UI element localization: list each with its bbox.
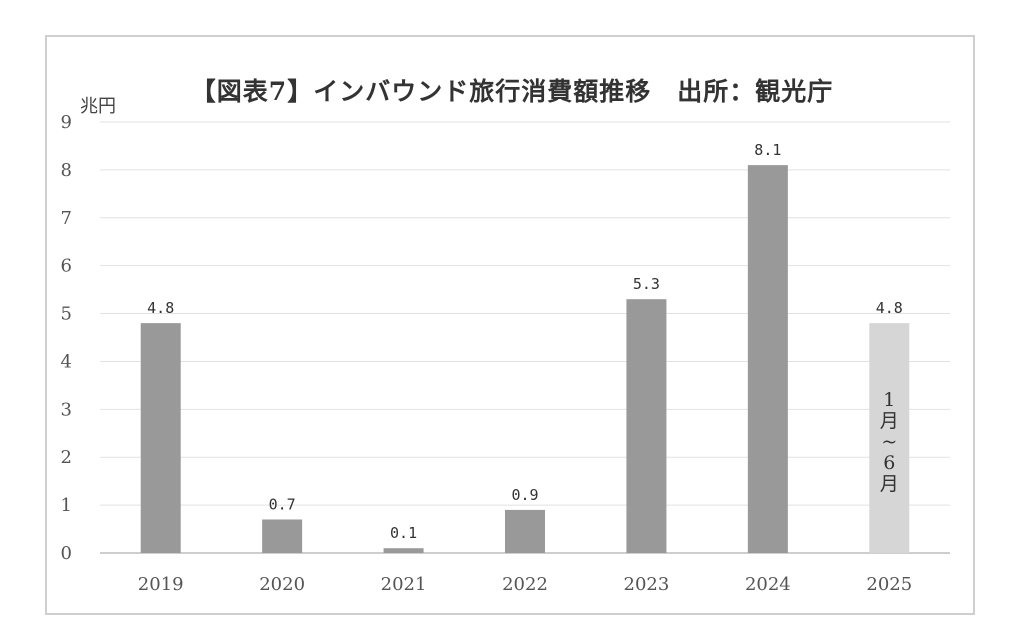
data-label: 0.7 <box>269 495 296 513</box>
annotation-char: 月 <box>879 410 899 433</box>
x-tick-label: 2019 <box>138 574 184 595</box>
bar <box>140 323 181 553</box>
annotation-char: 1 <box>883 389 896 412</box>
x-tick-label: 2020 <box>259 574 305 595</box>
data-label: 4.8 <box>876 299 903 317</box>
partial-year-annotation: 1 月 ~6 月 <box>874 390 904 495</box>
y-tick-label: 8 <box>61 160 72 181</box>
y-tick-label: 9 <box>61 112 72 133</box>
bar <box>626 299 667 553</box>
data-label: 0.1 <box>390 524 417 542</box>
data-label: 8.1 <box>754 141 781 159</box>
chart-title: 【図表7】インバウンド旅行消費額推移 出所：観光庁 <box>190 77 834 106</box>
x-tick-label: 2022 <box>502 574 548 595</box>
data-label: 0.9 <box>511 486 538 504</box>
y-tick-label: 4 <box>61 351 72 372</box>
y-tick-label: 3 <box>61 399 72 420</box>
y-tick-label: 5 <box>61 304 72 325</box>
data-label: 4.8 <box>147 299 174 317</box>
y-tick-label: 1 <box>61 495 72 516</box>
annotation-char: 月 <box>879 473 899 496</box>
y-tick-label: 2 <box>61 447 72 468</box>
x-tick-label: 2023 <box>624 574 670 595</box>
y-axis-unit-label: 兆円 <box>80 96 116 117</box>
x-tick-label: 2024 <box>745 574 791 595</box>
x-tick-label: 2021 <box>381 574 427 595</box>
data-label: 5.3 <box>633 275 660 293</box>
bar <box>383 548 424 553</box>
bar <box>505 509 545 553</box>
y-tick-label: 6 <box>61 256 72 277</box>
annotation-char: 6 <box>883 452 896 475</box>
bar <box>262 519 303 553</box>
bar <box>869 323 910 553</box>
y-tick-label: 7 <box>61 208 72 229</box>
bar <box>747 165 788 553</box>
x-tick-label: 2025 <box>866 574 912 595</box>
y-tick-label: 0 <box>61 543 72 564</box>
annotation-char: ~ <box>881 431 898 454</box>
